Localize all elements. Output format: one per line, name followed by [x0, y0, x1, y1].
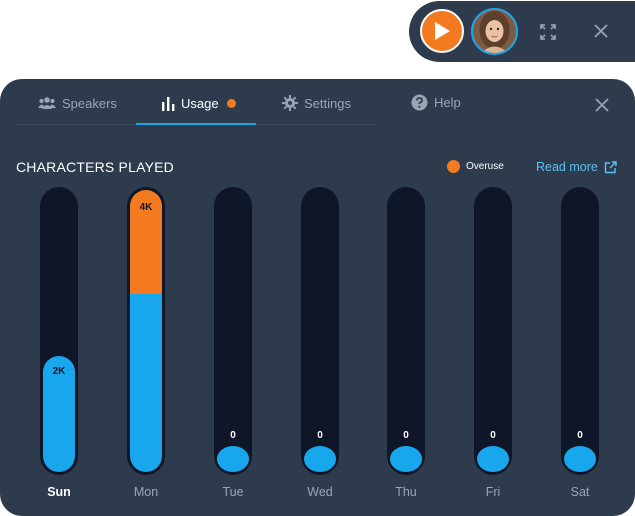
- day-label-tue: Tue: [222, 485, 244, 499]
- bar-segment-usage: [130, 294, 162, 472]
- play-icon: [435, 22, 450, 40]
- tab-speakers-label: Speakers: [62, 95, 117, 111]
- bar-track: [214, 187, 252, 475]
- legend: Overuse: [447, 160, 504, 173]
- bar-segment-empty: [477, 446, 509, 472]
- external-link-icon: [604, 160, 617, 173]
- panel-close-icon[interactable]: [594, 97, 610, 113]
- bar-value-label: 4K: [139, 202, 153, 213]
- bar-track: [387, 187, 425, 475]
- play-button[interactable]: [420, 9, 464, 53]
- tab-usage[interactable]: Usage: [161, 93, 236, 113]
- usage-indicator-dot: [226, 98, 236, 108]
- read-more-label: Read more: [536, 160, 598, 174]
- bar-chart-icon: [162, 96, 175, 111]
- avatar-image: [473, 10, 516, 53]
- section-title: CHARACTERS PLAYED: [16, 159, 174, 175]
- bar-sat[interactable]: 0: [561, 187, 599, 475]
- tab-settings[interactable]: Settings: [282, 93, 351, 113]
- bar-value-label: 0: [317, 430, 323, 441]
- bar-segment-usage: [43, 356, 75, 472]
- help-icon: [411, 94, 428, 110]
- tab-settings-label: Settings: [304, 95, 351, 111]
- tab-help-label: Help: [434, 94, 461, 110]
- bar-value-label: 2K: [52, 366, 66, 377]
- tab-speakers[interactable]: Speakers: [38, 93, 117, 113]
- day-label-mon: Mon: [133, 485, 159, 499]
- bar-tue[interactable]: 0: [214, 187, 252, 475]
- usage-panel: Speakers Usage Settings: [0, 79, 635, 516]
- bar-segment-empty: [304, 446, 336, 472]
- bar-value-label: 0: [230, 430, 236, 441]
- bar-track: [474, 187, 512, 475]
- bar-track: [40, 187, 78, 475]
- bar-segment-overuse: [130, 190, 162, 294]
- bar-track: [127, 187, 165, 475]
- bar-value-label: 0: [403, 430, 409, 441]
- users-icon: [38, 97, 56, 109]
- legend-label-overuse: Overuse: [466, 161, 504, 172]
- day-label-sat: Sat: [570, 485, 590, 499]
- bar-value-label: 0: [490, 430, 496, 441]
- legend-swatch-overuse: [447, 160, 460, 173]
- tab-help[interactable]: Help: [411, 92, 461, 112]
- tab-usage-label: Usage: [181, 95, 219, 111]
- bar-thu[interactable]: 0: [387, 187, 425, 475]
- bar-fri[interactable]: 0: [474, 187, 512, 475]
- day-label-sun: Sun: [47, 485, 71, 499]
- close-icon[interactable]: [593, 23, 609, 39]
- bar-track: [301, 187, 339, 475]
- bar-segment-empty: [564, 446, 596, 472]
- bar-sun[interactable]: 2K: [40, 187, 78, 475]
- player-pill: [409, 1, 635, 62]
- bar-wed[interactable]: 0: [301, 187, 339, 475]
- day-label-fri: Fri: [485, 485, 501, 499]
- avatar[interactable]: [471, 8, 518, 55]
- expand-icon[interactable]: [539, 23, 557, 41]
- active-tab-underline: [136, 123, 256, 125]
- day-label-thu: Thu: [395, 485, 417, 499]
- gear-icon: [282, 95, 298, 111]
- bar-track: [561, 187, 599, 475]
- bar-mon[interactable]: 4K: [127, 187, 165, 475]
- bar-segment-empty: [217, 446, 249, 472]
- bar-value-label: 0: [577, 430, 583, 441]
- bar-segment-empty: [390, 446, 422, 472]
- read-more-link[interactable]: Read more: [536, 160, 617, 174]
- day-label-wed: Wed: [307, 485, 333, 499]
